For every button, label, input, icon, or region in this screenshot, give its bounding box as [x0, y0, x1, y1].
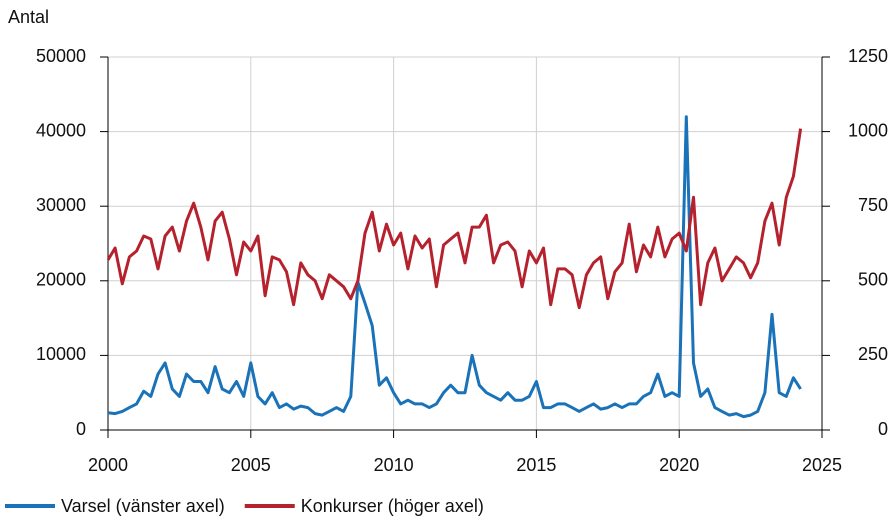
x-tick-label: 2015: [516, 455, 556, 475]
x-tick-label: 2025: [802, 455, 842, 475]
y-tick-label: 10000: [36, 344, 86, 364]
legend-label: Konkurser (höger axel): [301, 496, 484, 516]
series-line: [106, 128, 803, 310]
legend-label: Varsel (vänster axel): [61, 496, 225, 516]
y2-tick-label: 250: [858, 344, 888, 364]
y2-tick-label: 1250: [848, 46, 888, 66]
x-tick-label: 2000: [88, 455, 128, 475]
x-tick-label: 2005: [231, 455, 271, 475]
y-tick-label: 40000: [36, 120, 86, 140]
x-tick-label: 2010: [374, 455, 414, 475]
y-tick-label: 30000: [36, 195, 86, 215]
y-tick-label: 0: [76, 419, 86, 439]
y-axis-label: Antal: [8, 7, 49, 27]
series-line: [107, 115, 802, 419]
y-tick-label: 50000: [36, 46, 86, 66]
x-tick-label: 2020: [659, 455, 699, 475]
y-tick-label: 20000: [36, 270, 86, 290]
y2-tick-label: 1000: [848, 120, 888, 140]
y2-tick-label: 0: [878, 419, 888, 439]
y2-tick-label: 500: [858, 270, 888, 290]
y2-tick-label: 750: [858, 195, 888, 215]
